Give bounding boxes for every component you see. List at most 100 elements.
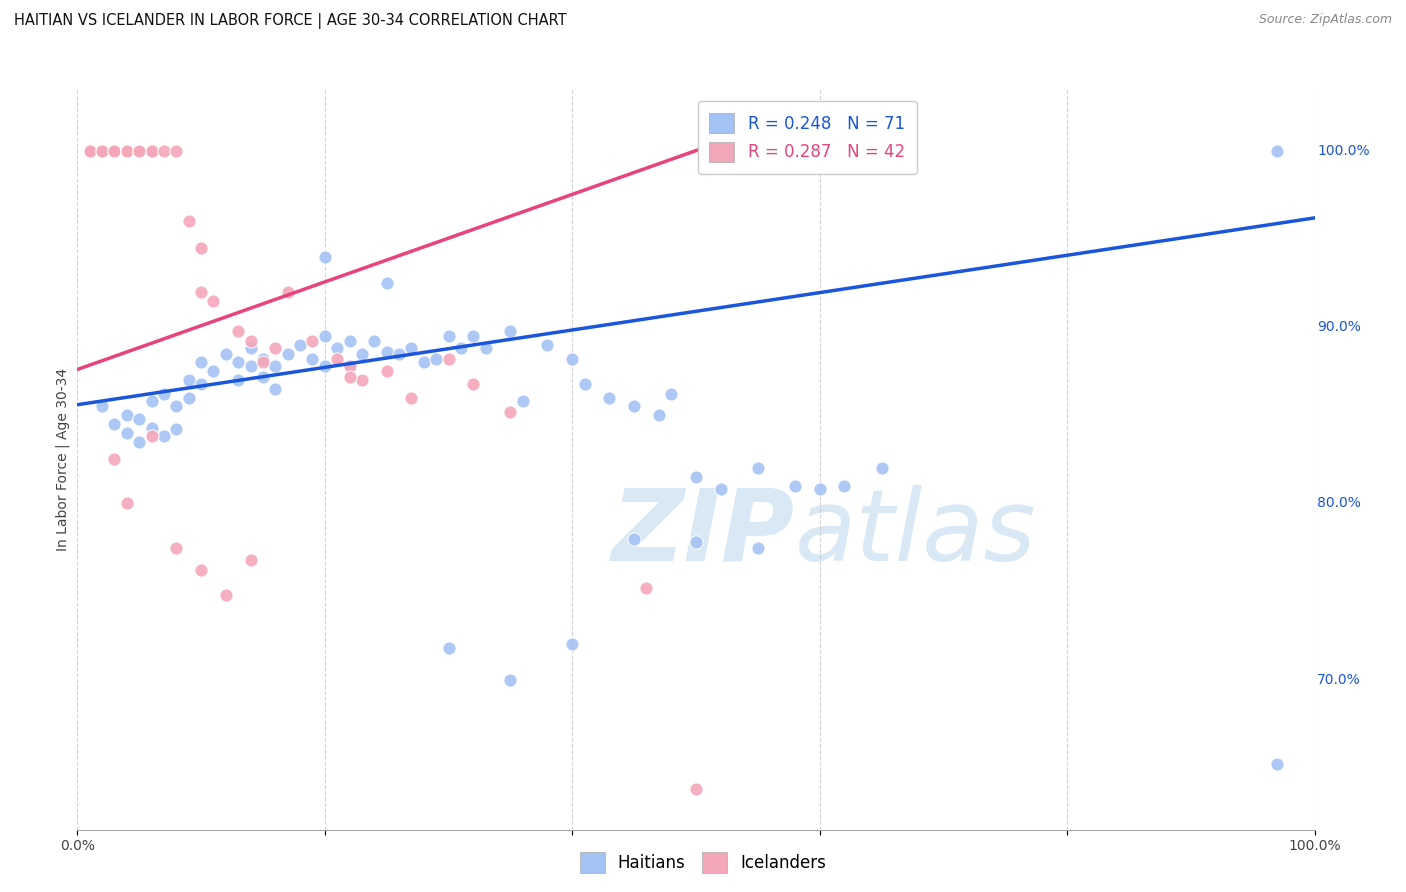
Point (177, 214, 200, 228)
Point (314, 329, 336, 343)
Point (499, 673, 522, 687)
Point (277, 285, 299, 299)
Point (536, 338, 558, 352)
Point (177, 373, 200, 387)
Point (499, 405, 522, 419)
Point (91, 144, 114, 158)
Point (314, 250, 336, 264)
Point (685, 535, 707, 549)
Point (474, 342, 496, 356)
Point (277, 346, 299, 360)
Point (437, 351, 460, 366)
Point (288, 338, 311, 352)
Text: atlas: atlas (794, 485, 1036, 582)
Point (153, 144, 176, 158)
Point (103, 417, 125, 431)
Point (115, 144, 138, 158)
Point (339, 369, 361, 384)
Point (202, 293, 225, 308)
Point (437, 640, 460, 655)
Point (190, 285, 212, 299)
Point (561, 638, 583, 652)
Point (450, 342, 472, 356)
Text: 100.0%: 100.0% (1317, 144, 1369, 158)
Text: 80.0%: 80.0% (1317, 497, 1361, 510)
Point (636, 581, 658, 595)
Point (165, 144, 187, 158)
Point (226, 355, 249, 369)
Point (412, 355, 434, 369)
Point (103, 144, 125, 158)
Point (350, 346, 373, 360)
Point (264, 342, 287, 356)
Point (115, 496, 138, 510)
Point (115, 409, 138, 423)
Point (141, 394, 163, 409)
Point (239, 359, 262, 373)
Point (375, 364, 398, 378)
Point (659, 387, 682, 401)
Point (226, 373, 249, 387)
Point (215, 346, 238, 360)
Point (202, 364, 225, 378)
Point (103, 144, 125, 158)
Point (153, 387, 176, 401)
Point (301, 334, 323, 349)
Point (115, 425, 138, 440)
Point (79, 144, 101, 158)
Point (648, 409, 671, 423)
Point (783, 479, 806, 493)
Point (141, 420, 163, 434)
Text: 90.0%: 90.0% (1317, 320, 1361, 334)
Point (512, 394, 534, 409)
Text: ZIP: ZIP (612, 485, 794, 582)
Point (834, 479, 856, 493)
Point (350, 373, 373, 387)
Point (252, 369, 274, 384)
Point (401, 342, 423, 356)
Point (190, 376, 212, 391)
Point (239, 334, 262, 349)
Point (190, 355, 212, 369)
Point (239, 342, 262, 356)
Point (314, 359, 336, 373)
Point (375, 276, 398, 290)
Point (115, 144, 138, 158)
Point (177, 391, 200, 405)
Point (141, 429, 163, 443)
Point (388, 346, 411, 360)
Point (685, 470, 707, 484)
Point (79, 144, 101, 158)
Point (437, 329, 460, 343)
Point (710, 483, 733, 497)
Point (226, 324, 249, 338)
Point (128, 144, 150, 158)
Point (1267, 757, 1289, 772)
Point (165, 422, 187, 436)
Text: 70.0%: 70.0% (1317, 673, 1361, 687)
Point (128, 144, 150, 158)
Point (375, 344, 398, 359)
Point (326, 351, 349, 366)
Point (425, 351, 447, 366)
Point (623, 532, 645, 546)
Point (574, 376, 596, 391)
Point (128, 412, 150, 426)
Point (401, 391, 423, 405)
Point (264, 382, 287, 396)
Point (264, 359, 287, 373)
Point (1267, 144, 1289, 158)
Point (141, 144, 163, 158)
Point (91, 144, 114, 158)
Legend: R = 0.248   N = 71, R = 0.287   N = 42: R = 0.248 N = 71, R = 0.287 N = 42 (697, 101, 917, 174)
Point (165, 400, 187, 414)
Point (499, 324, 522, 338)
Point (165, 541, 187, 555)
Point (339, 334, 361, 349)
Point (190, 564, 212, 578)
Point (153, 429, 176, 443)
Point (870, 461, 893, 475)
Point (91, 400, 114, 414)
Point (623, 400, 645, 414)
Point (103, 452, 125, 467)
